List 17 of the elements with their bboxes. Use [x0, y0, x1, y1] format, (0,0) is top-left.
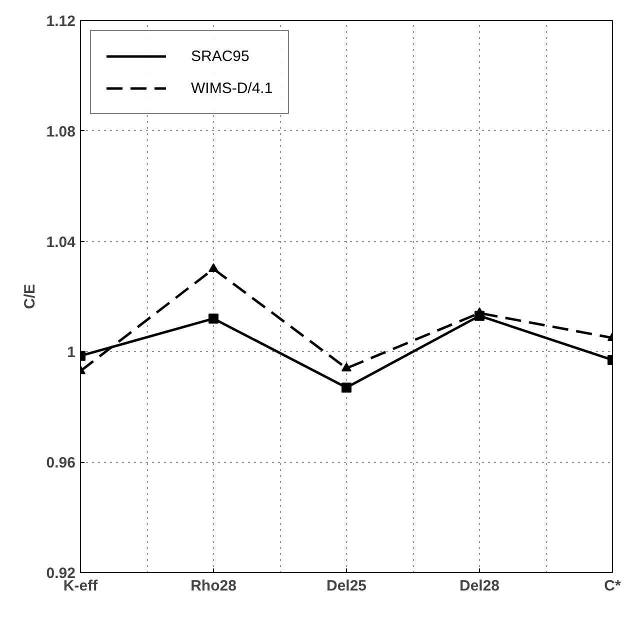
y-axis-title: C/E [21, 284, 38, 309]
y-tick-label: 0.96 [46, 454, 76, 472]
x-tick-label: C* [604, 578, 621, 594]
x-tick-label: Del28 [459, 578, 500, 594]
point [342, 382, 352, 393]
point [342, 362, 352, 372]
y-tick-label: 1.04 [46, 234, 76, 251]
legend-label: WIMS-D/4.1 [191, 80, 273, 96]
y-tick-label: 1.08 [46, 123, 76, 140]
x-tick-label: K-eff [63, 578, 99, 594]
x-tick-label: Rho28 [190, 578, 236, 594]
legend-label: SRAC95 [191, 48, 250, 64]
x-tick-label: Del25 [326, 578, 367, 594]
y-tick-label: 1 [67, 344, 76, 362]
point [208, 314, 218, 324]
point [208, 263, 218, 272]
y-tick-label: 1.12 [46, 13, 76, 30]
